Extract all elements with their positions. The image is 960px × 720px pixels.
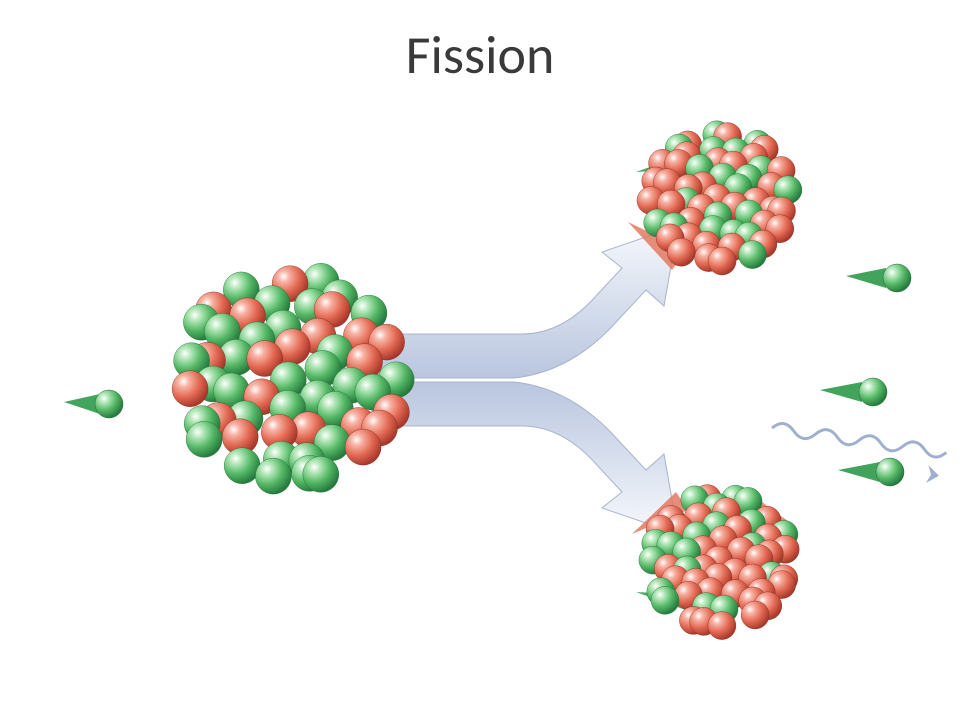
large-nucleus	[172, 263, 414, 494]
emitted-neutron	[883, 264, 911, 292]
incoming-neutron-trail	[64, 394, 100, 414]
emitted-neutron	[876, 458, 904, 486]
split-arrow	[372, 226, 678, 534]
emitted-neutron	[859, 378, 887, 406]
incoming-neutron	[95, 390, 123, 418]
fragment-bottom	[639, 485, 799, 640]
neutron-trails	[820, 268, 886, 482]
fission-diagram	[0, 0, 960, 720]
